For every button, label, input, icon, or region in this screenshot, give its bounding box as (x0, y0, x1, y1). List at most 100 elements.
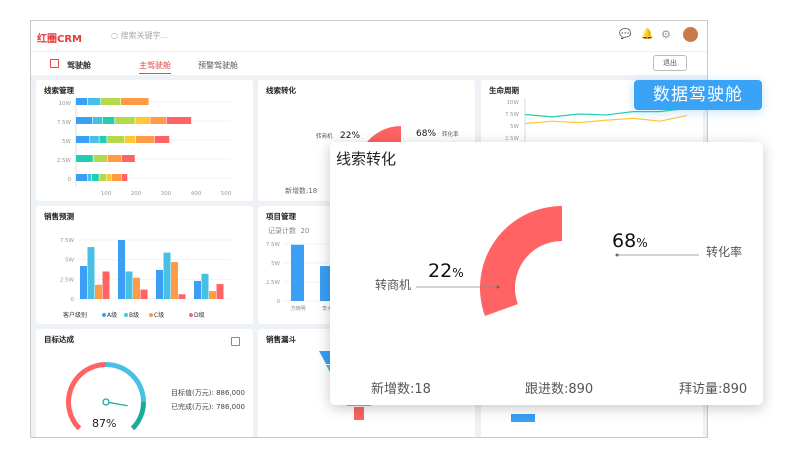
x-tick-label: 方晓明 (290, 305, 305, 312)
bar-segment (76, 117, 93, 124)
new-count: 新增数:18 (371, 382, 431, 397)
data-cockpit-badge: 数据驾驶舱 (634, 80, 762, 110)
y-tick-label: 7.5W (60, 238, 75, 244)
donut-slice (480, 206, 562, 317)
series-line (524, 114, 688, 125)
avatar[interactable] (683, 27, 698, 42)
y-tick-label: 2.5W (57, 158, 72, 164)
card-goal-achievement: 目标达成 87% 目标值(万元): 886,000 已完成(万元): 786,0… (36, 329, 253, 437)
y-tick-label: 2.5W (266, 280, 281, 286)
target-label: 目标值(万元): (171, 389, 214, 397)
y-tick-label: 5W (65, 258, 74, 264)
logo: 红圈CRM (37, 34, 82, 45)
x-tick-label: 200 (131, 191, 142, 197)
funnel-layer (354, 407, 364, 420)
bar (140, 289, 148, 299)
bar-segment (76, 136, 90, 143)
gauge-pivot (102, 398, 110, 406)
bar (80, 265, 87, 299)
bar (163, 252, 171, 299)
card-title: 销售预测 (44, 212, 74, 221)
x-tick-label: 300 (161, 191, 172, 197)
chart-toggle-icon[interactable] (231, 337, 240, 346)
rate-label: 转化率 (706, 245, 743, 259)
card-title: 项目管理 (266, 212, 296, 221)
bar-segment (76, 155, 93, 162)
legend-marker (102, 313, 106, 317)
exit-button[interactable]: 退出 (653, 55, 687, 71)
done-value: 786,000 (216, 403, 246, 411)
bar (118, 240, 125, 299)
legend-marker (189, 313, 193, 317)
bar (216, 284, 224, 299)
bar-segment (121, 155, 135, 162)
bar-segment (76, 98, 88, 105)
legend-marker (149, 313, 153, 317)
bar (209, 291, 216, 299)
y-tick-label: 10W (59, 101, 72, 107)
bar (178, 294, 186, 299)
bar (102, 271, 110, 299)
bar-segment (102, 117, 115, 124)
bar-segment (91, 174, 99, 181)
y-tick-label: 0 (71, 297, 75, 303)
bar (201, 273, 209, 299)
bar-segment (106, 174, 112, 181)
leader-dot (496, 285, 500, 289)
card-title: 线索转化 (266, 86, 296, 95)
done-label: 已完成(万元): (171, 403, 214, 411)
message-icon[interactable]: 💬 (619, 29, 632, 40)
card-title: 线索管理 (44, 86, 74, 95)
legend-label: B级 (129, 311, 139, 319)
card-lead-management: 线索管理 10W 7.5W 5W 2.5W 0 100 200 300 400 500 (36, 80, 253, 201)
lead-management-chart: 10W 7.5W 5W 2.5W 0 100 200 300 400 500 (57, 98, 232, 197)
popup-title: 线索转化 (336, 150, 397, 168)
y-tick-label: 7.5W (505, 112, 520, 118)
bar-segment (121, 98, 149, 105)
gauge-arc-teal (130, 402, 146, 431)
y-tick-label: 5W (62, 139, 71, 145)
y-tick-label: 0 (68, 177, 72, 183)
target-value: 886,000 (216, 389, 246, 397)
bar-segment (121, 174, 128, 181)
y-tick-label: 5W (510, 124, 519, 130)
tab-warning-cockpit[interactable]: 预警驾驶舱 (198, 61, 238, 70)
bar-segment (135, 117, 150, 124)
record-label: 记录计数 (268, 227, 296, 235)
gear-icon[interactable]: ⚙ (661, 28, 671, 41)
bar (171, 262, 178, 299)
bar-segment (124, 136, 136, 143)
x-tick-label: 400 (191, 191, 202, 197)
bar (291, 244, 304, 301)
legend-label: A级 (107, 311, 117, 319)
leader-dot (615, 253, 619, 257)
opportunity-value: 22 (428, 260, 453, 282)
goal-gauge (66, 362, 146, 431)
bar-segment (136, 136, 154, 143)
tab-main-cockpit[interactable]: 主驾驶舱 (139, 61, 171, 74)
bar-segment (99, 174, 107, 181)
bar-segment (90, 136, 99, 143)
gauge-arc-red (66, 362, 106, 431)
rate-label: 转化率 (442, 130, 459, 138)
y-tick-label: 7.5W (266, 242, 281, 248)
bell-icon[interactable]: 🔔 (641, 29, 654, 40)
bar-segment (115, 117, 135, 124)
record-count: 20 (300, 227, 310, 235)
lead-conversion-popup: 线索转化 68% 转化率 22% 转商机 新增数:18 跟进数:890 拜访量:… (330, 142, 763, 405)
y-tick-label: 10W (507, 100, 520, 106)
card-title: 生命周期 (489, 86, 519, 95)
bar-segment (99, 136, 107, 143)
bar (320, 266, 333, 301)
cockpit-label: 驾驶舱 (67, 61, 91, 70)
search-input[interactable]: ○ 搜索关键字... (111, 30, 168, 41)
opportunity-value: 22% (340, 131, 360, 141)
sales-forecast-chart: 7.5W 5W 2.5W 0 客户级别 A级 B级 C级 D级 (60, 238, 231, 319)
x-tick-label: 100 (101, 191, 112, 197)
bar-segment (107, 155, 121, 162)
bar-segment (100, 98, 121, 105)
series-line (524, 107, 688, 118)
search-icon: ○ (111, 31, 121, 40)
legend-title: 客户级别 (63, 311, 87, 319)
rate-value: 68% (416, 129, 436, 139)
